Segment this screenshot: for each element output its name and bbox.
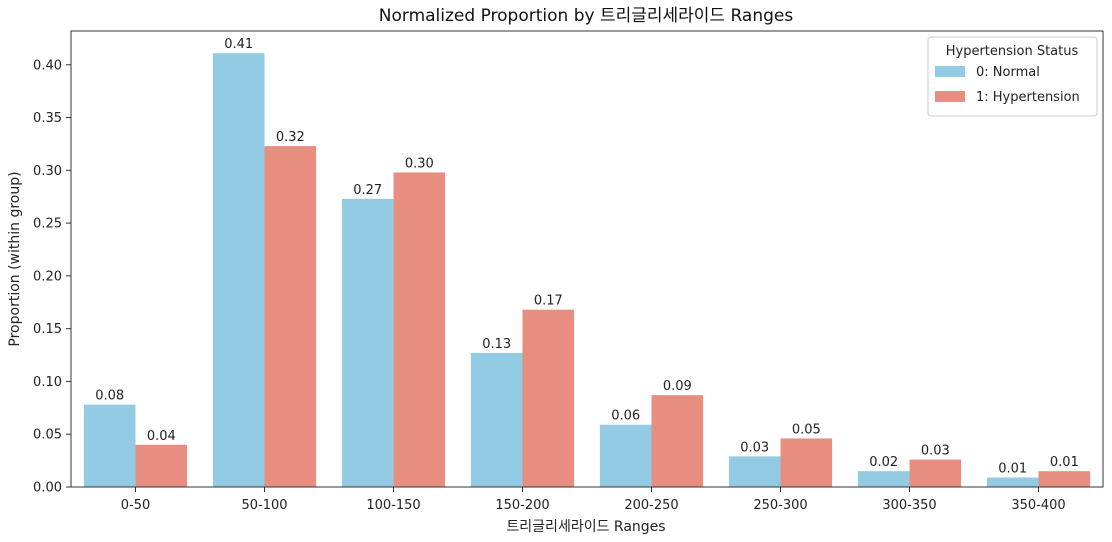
bar-0-normal-100-150: [341, 198, 394, 487]
x-tick-label-200-250: 200-250: [624, 498, 678, 513]
legend-swatch-hypertension: [935, 91, 965, 102]
bar-0-normal-50-100: [212, 53, 265, 488]
x-axis-title: 트리글리세라이드 Ranges: [506, 519, 665, 535]
x-tick-label-150-200: 150-200: [495, 498, 549, 513]
bar-label-0-normal-250-300: 0.03: [740, 440, 769, 455]
bar-0-normal-200-250: [599, 424, 652, 487]
bar-label-0-normal-0-50: 0.08: [95, 389, 124, 404]
legend-title: Hypertension Status: [946, 44, 1079, 59]
y-tick-label: 0.30: [33, 164, 62, 179]
y-tick-label: 0.20: [33, 269, 62, 284]
bar-label-1-hypertension-350-400: 0.01: [1050, 455, 1079, 470]
y-tick-label: 0.10: [33, 375, 62, 390]
x-axis: 0-50 50-100 100-150 150-200 200-250 250-300 30…: [121, 487, 1066, 513]
bar-label-1-hypertension-200-250: 0.09: [663, 379, 692, 394]
bar-0-normal-300-350: [857, 471, 910, 487]
bar-0-normal-150-200: [470, 352, 523, 487]
bar-label-0-normal-50-100: 0.41: [224, 37, 253, 52]
x-tick-label-300-350: 300-350: [882, 498, 936, 513]
x-tick-label-0-50: 0-50: [121, 498, 151, 513]
bar-1-hypertension-50-100: [264, 146, 317, 487]
bar-label-0-normal-100-150: 0.27: [353, 183, 382, 198]
bar-label-1-hypertension-0-50: 0.04: [147, 429, 176, 444]
y-tick-label: 0.05: [33, 428, 62, 443]
bar-label-0-normal-150-200: 0.13: [482, 337, 511, 352]
bars-group: [83, 53, 1091, 488]
legend-swatch-normal: [935, 66, 965, 77]
bar-0-normal-250-300: [728, 456, 781, 487]
bar-label-1-hypertension-300-350: 0.03: [921, 444, 950, 459]
bar-1-hypertension-350-400: [1038, 471, 1091, 487]
chart-title: Normalized Proportion by 트리글리세라이드 Ranges: [379, 6, 794, 26]
y-tick-label: 0.40: [33, 58, 62, 73]
y-tick-label: 0.25: [33, 217, 62, 232]
bar-1-hypertension-250-300: [780, 438, 833, 487]
x-tick-label-50-100: 50-100: [241, 498, 287, 513]
y-axis-title: Proportion (within group): [7, 171, 23, 346]
bar-label-0-normal-300-350: 0.02: [869, 455, 898, 470]
bar-label-0-normal-350-400: 0.01: [998, 462, 1027, 477]
bar-0-normal-0-50: [83, 404, 136, 487]
bar-1-hypertension-150-200: [522, 309, 575, 487]
y-tick-label: 0.00: [33, 481, 62, 496]
x-tick-label-100-150: 100-150: [366, 498, 420, 513]
x-tick-label-250-300: 250-300: [753, 498, 807, 513]
bar-label-1-hypertension-50-100: 0.32: [276, 130, 305, 145]
bar-1-hypertension-300-350: [909, 459, 962, 487]
legend-label-hypertension: 1: Hypertension: [976, 90, 1080, 105]
y-axis: 0.00 0.05 0.10 0.15 0.20 0.25 0.30 0.35 0.40: [33, 58, 71, 496]
bar-label-1-hypertension-150-200: 0.17: [534, 294, 563, 309]
bar-labels-group: 0.08 0.41 0.27 0.13 0.06 0.03 0.02 0.01 0.04 0.32…: [95, 37, 1079, 476]
legend-box: [927, 36, 1098, 117]
legend-label-normal: 0: Normal: [976, 65, 1040, 80]
bar-label-1-hypertension-100-150: 0.30: [405, 156, 434, 171]
bar-1-hypertension-0-50: [135, 444, 188, 487]
bar-label-1-hypertension-250-300: 0.05: [792, 422, 821, 437]
y-tick-label: 0.35: [33, 111, 62, 126]
bar-1-hypertension-100-150: [393, 172, 446, 487]
x-tick-label-350-400: 350-400: [1011, 498, 1065, 513]
bar-0-normal-350-400: [986, 477, 1039, 487]
bar-1-hypertension-200-250: [651, 395, 704, 487]
plot-frame: [70, 30, 1104, 488]
y-tick-label: 0.15: [33, 322, 62, 337]
bar-label-0-normal-200-250: 0.06: [611, 409, 640, 424]
legend: Hypertension Status 0: Normal 1: Hyperte…: [927, 36, 1098, 117]
